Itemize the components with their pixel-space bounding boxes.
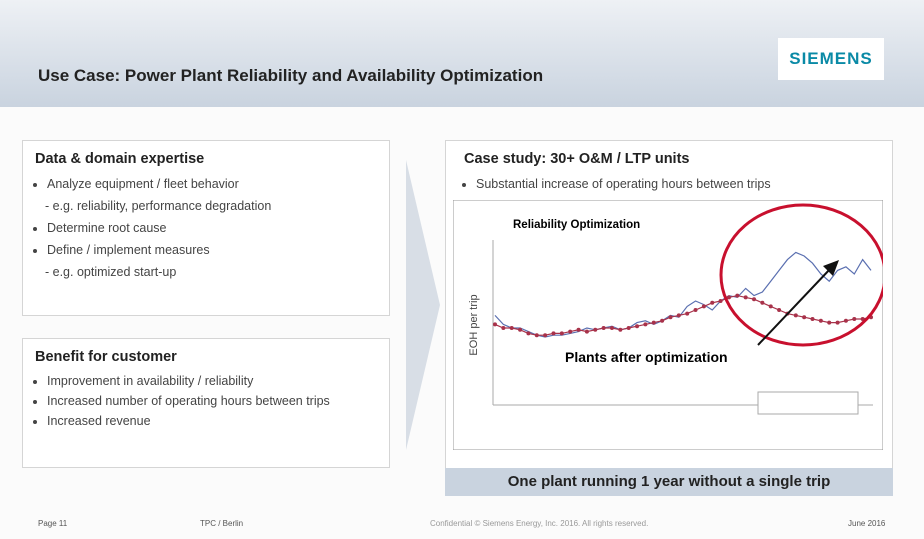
- y-axis-label: EOH per trip: [468, 294, 480, 355]
- chevron: [406, 160, 440, 450]
- box-title: Case study: 30+ O&M / LTP units: [464, 151, 690, 167]
- footer-date: June 2016: [848, 519, 886, 528]
- series-dot: [584, 329, 589, 334]
- series-dot: [626, 326, 631, 330]
- legend-box: [757, 391, 859, 415]
- series-dot: [726, 295, 731, 300]
- series-line: [494, 251, 872, 338]
- bullet-list: Analyze equipment / fleet behavior - e.g.…: [35, 173, 377, 283]
- footer-confidential: Confidential © Siemens Energy, Inc. 2016…: [430, 519, 649, 528]
- series-dot: [860, 317, 865, 321]
- series-dot: [743, 295, 748, 300]
- series-dot: [676, 313, 681, 318]
- series-dot: [568, 329, 573, 334]
- series-dot: [685, 311, 690, 316]
- series-dot: [518, 327, 523, 332]
- series-dot: [668, 315, 673, 320]
- expertise-box: Data & domain expertise Analyze equipmen…: [22, 140, 390, 316]
- series-dot: [827, 320, 832, 325]
- series-dot: [810, 317, 815, 321]
- bullet: Determine root cause: [47, 217, 377, 239]
- series-dot: [818, 318, 823, 323]
- series-dot: [593, 327, 598, 332]
- bullet: Increased revenue: [47, 411, 377, 431]
- series-dot: [835, 320, 840, 325]
- slide-title: Use Case: Power Plant Reliability and Av…: [38, 66, 544, 85]
- arrow-head: [823, 260, 839, 276]
- series-dot: [710, 300, 715, 305]
- footer-page: Page 11: [38, 519, 68, 528]
- series-dot: [576, 327, 581, 332]
- chart-title: Reliability Optimization: [513, 219, 640, 231]
- series-dot: [526, 331, 531, 336]
- highlight-circle: [719, 203, 883, 347]
- annotation: Plants after optimization: [565, 349, 728, 365]
- series-dot: [543, 333, 548, 338]
- bullet: Substantial increase of operating hours …: [476, 173, 874, 195]
- benefit-box: Benefit for customer Improvement in avai…: [22, 338, 390, 468]
- box-title: Benefit for customer: [35, 349, 177, 365]
- series-dot: [534, 333, 539, 338]
- series-dot: [618, 327, 623, 332]
- series-line: [494, 294, 872, 336]
- box-title: Data & domain expertise: [35, 151, 205, 167]
- bullet-list: Improvement in availability / reliabilit…: [35, 371, 377, 431]
- series-dot: [693, 308, 698, 312]
- chart: Reliability Optimization EOH per trip Pl…: [453, 200, 883, 450]
- series-dot: [760, 300, 765, 305]
- series-dot: [501, 326, 506, 330]
- series-dot: [802, 315, 807, 320]
- series-dot: [701, 304, 706, 309]
- series-dot: [718, 299, 723, 303]
- series-dot: [559, 331, 564, 336]
- logo: SIEMENS: [778, 38, 884, 80]
- series-dot: [551, 331, 556, 336]
- bullet: Analyze equipment / fleet behavior: [47, 173, 377, 195]
- footer-location: TPC / Berlin: [200, 519, 244, 528]
- series-dot: [843, 318, 848, 323]
- bullet: - e.g. reliability, performance degradat…: [45, 199, 272, 213]
- series-dot: [493, 322, 497, 327]
- bullet: Increased number of operating hours betw…: [47, 391, 377, 411]
- series-dot: [643, 322, 648, 327]
- series-dot: [609, 326, 614, 330]
- bullet-list: Substantial increase of operating hours …: [464, 173, 874, 195]
- series-dot: [635, 324, 640, 329]
- series-dot: [660, 318, 665, 323]
- header: Use Case: Power Plant Reliability and Av…: [0, 0, 924, 107]
- bullet: - e.g. optimized start-up: [45, 265, 177, 279]
- series-dot: [509, 326, 514, 330]
- series-dot: [651, 320, 656, 325]
- chevron-shape: [406, 160, 440, 450]
- series-dot: [793, 313, 798, 318]
- arrow: [757, 267, 832, 346]
- bullet: Improvement in availability / reliabilit…: [47, 371, 377, 391]
- series-dot: [752, 297, 757, 302]
- series-dot: [735, 293, 740, 298]
- series-dot: [768, 304, 773, 309]
- series-dot: [852, 317, 857, 321]
- banner: One plant running 1 year without a singl…: [445, 468, 893, 496]
- series-dot: [777, 308, 782, 312]
- bullet: Define / implement measures: [47, 239, 377, 261]
- series-dot: [601, 326, 606, 330]
